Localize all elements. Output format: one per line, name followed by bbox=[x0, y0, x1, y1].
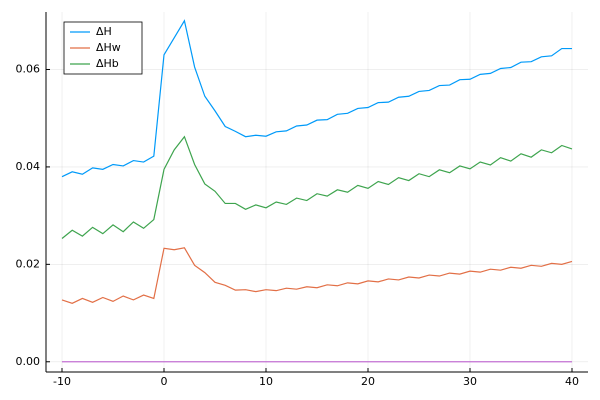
plot-lines bbox=[61, 19, 573, 363]
legend-label: ΔH bbox=[96, 25, 112, 38]
x-tick-label: 10 bbox=[259, 375, 273, 388]
legend-label: ΔHb bbox=[96, 57, 119, 70]
y-tick-label: 0.02 bbox=[16, 257, 41, 270]
y-tick-label: 0.00 bbox=[16, 355, 41, 368]
x-tick-label: 20 bbox=[361, 375, 375, 388]
x-tick-label: 30 bbox=[463, 375, 477, 388]
series-line bbox=[61, 19, 572, 178]
legend: ΔH ΔHw ΔHb bbox=[63, 21, 143, 75]
legend-label: ΔHw bbox=[96, 41, 121, 54]
series-line bbox=[61, 247, 573, 304]
series-line bbox=[61, 135, 573, 239]
x-tick-label: -10 bbox=[53, 375, 71, 388]
x-tick-label: 40 bbox=[565, 375, 579, 388]
y-tick-label: 0.06 bbox=[16, 62, 41, 75]
x-tick-label: 0 bbox=[161, 375, 168, 388]
y-tick-label: 0.04 bbox=[16, 160, 41, 173]
